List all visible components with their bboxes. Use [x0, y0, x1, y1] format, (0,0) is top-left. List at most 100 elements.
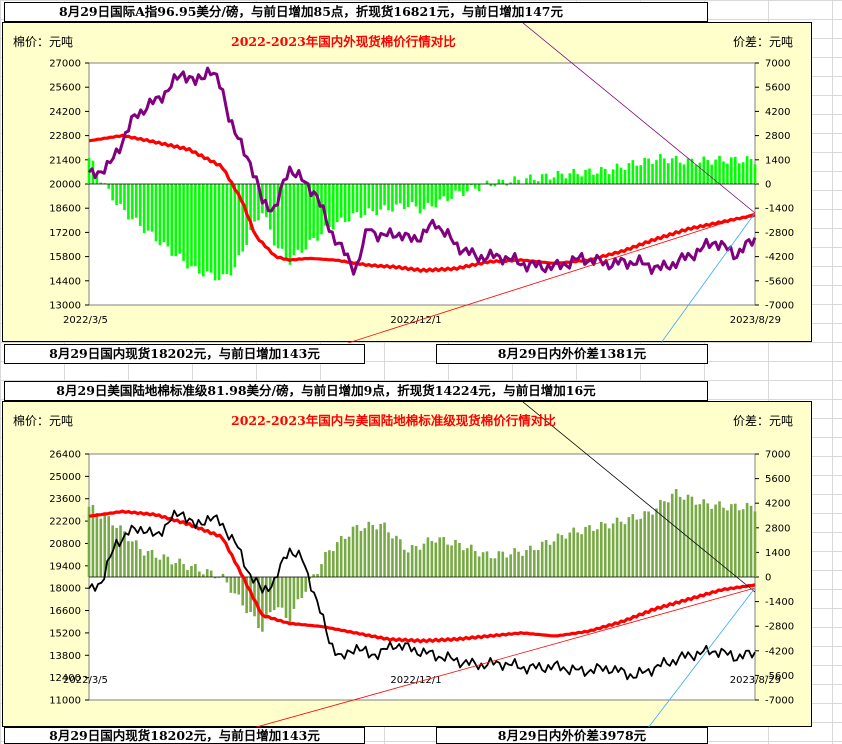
spread-bar: [611, 169, 615, 184]
chart-1-svg: 27000 25600 24200 22800 21400 20000 18600 17200…: [49, 23, 794, 343]
spread-bar: [383, 522, 386, 577]
y-tick-label: 15200: [49, 628, 81, 639]
y-tick-label: 25000: [49, 472, 81, 483]
spread-bar: [466, 184, 469, 192]
y2-tick-label: -5600: [765, 671, 794, 682]
spread-bar: [170, 184, 174, 256]
spread-bar: [552, 177, 556, 184]
spread-bar: [682, 164, 686, 184]
spread-bar: [174, 184, 177, 257]
spread-bar: [655, 160, 658, 184]
spread-bar: [300, 184, 304, 253]
spread-bar: [513, 176, 516, 184]
spread-bar: [596, 173, 599, 184]
spread-bar: [134, 540, 138, 577]
spread-bar: [221, 184, 225, 275]
y-tick-label: 21400: [49, 155, 81, 166]
domestic-price-line: [88, 509, 756, 644]
spread-bar: [678, 496, 682, 577]
spread-bar: [493, 558, 497, 577]
spread-bar: [245, 577, 248, 614]
y2-tick-label: -7000: [765, 696, 794, 707]
spread-bar: [146, 184, 150, 231]
spread-bar: [477, 184, 481, 192]
spread-bar: [588, 168, 591, 184]
y2-tick-label: -4200: [765, 646, 794, 657]
spread-bar: [87, 506, 91, 577]
spread-bar: [600, 521, 603, 577]
spread-bar: [430, 184, 434, 207]
spread-bar: [600, 166, 603, 184]
spread-bar: [316, 184, 319, 241]
spread-bar: [99, 182, 103, 184]
spread-bar: [292, 577, 296, 609]
spread-bar: [477, 556, 481, 577]
spread-bar: [655, 508, 658, 577]
spread-bar: [588, 525, 591, 577]
spread-bar: [568, 532, 572, 577]
us_upland-price-line: [88, 509, 756, 681]
spread-bar: [359, 530, 363, 577]
spread-bar: [462, 184, 465, 196]
spread-bar: [174, 562, 177, 577]
spread-bar: [170, 564, 174, 577]
spread-bar: [690, 496, 694, 577]
spread-bar: [363, 528, 367, 577]
y2-tick-label: -4200: [765, 252, 794, 263]
spread-bar: [540, 541, 544, 577]
spread-bar: [525, 178, 528, 184]
spread-bar: [548, 179, 552, 184]
y2-tick-label: 2800: [765, 523, 790, 534]
spread-bar: [201, 184, 205, 277]
spread-bar: [434, 542, 438, 577]
trend-line: [647, 587, 756, 728]
spread-bar: [320, 184, 323, 235]
spread-bar: [355, 184, 359, 213]
spread-bar: [446, 544, 449, 577]
spread-bar: [560, 535, 564, 577]
spread-bar: [142, 555, 146, 577]
spread-bar: [371, 524, 375, 577]
spread-bar: [383, 184, 386, 206]
spread-bar: [706, 159, 710, 184]
spread-bar: [387, 184, 390, 211]
spread-bar: [714, 504, 717, 577]
y-tick-label: 19400: [49, 561, 81, 572]
spread-bar: [714, 159, 717, 184]
spread-bar: [426, 537, 430, 577]
spread-bar: [753, 511, 757, 577]
domestic-price-line: [88, 133, 756, 273]
trend-line: [522, 402, 756, 593]
y2-tick-label: 0: [765, 573, 771, 584]
spread-bar: [359, 184, 363, 218]
spread-bars-2: [87, 489, 757, 632]
spread-bar: [753, 164, 757, 184]
spread-bar: [422, 543, 426, 577]
spread-bar: [225, 184, 229, 274]
spread-bar: [150, 184, 154, 232]
spread-bar: [686, 494, 690, 577]
spread-bar: [422, 184, 426, 210]
spread-bar: [418, 184, 422, 214]
x-tick-label: 2022/3/5: [63, 675, 108, 686]
spread-bar: [119, 525, 122, 577]
spread-bar: [615, 163, 619, 184]
y2-tick-label: 7000: [765, 59, 790, 70]
spread-bar: [387, 532, 390, 577]
spread-bar: [268, 184, 272, 230]
spread-bar: [272, 184, 276, 246]
spread-bar: [257, 184, 260, 221]
y2-tick-label: 1400: [765, 548, 790, 559]
y-tick-label: 13000: [49, 301, 81, 312]
spread-bar: [410, 184, 414, 203]
spread-bar: [316, 573, 319, 577]
spread-bar: [320, 564, 323, 577]
spread-bar: [304, 577, 308, 592]
spread-bar: [568, 173, 572, 184]
spread-bar: [544, 173, 548, 184]
spread-bar: [505, 184, 509, 186]
spread-bar: [375, 529, 378, 577]
spread-bar: [367, 521, 371, 577]
spread-bar: [154, 557, 158, 577]
spread-bar: [643, 511, 646, 577]
